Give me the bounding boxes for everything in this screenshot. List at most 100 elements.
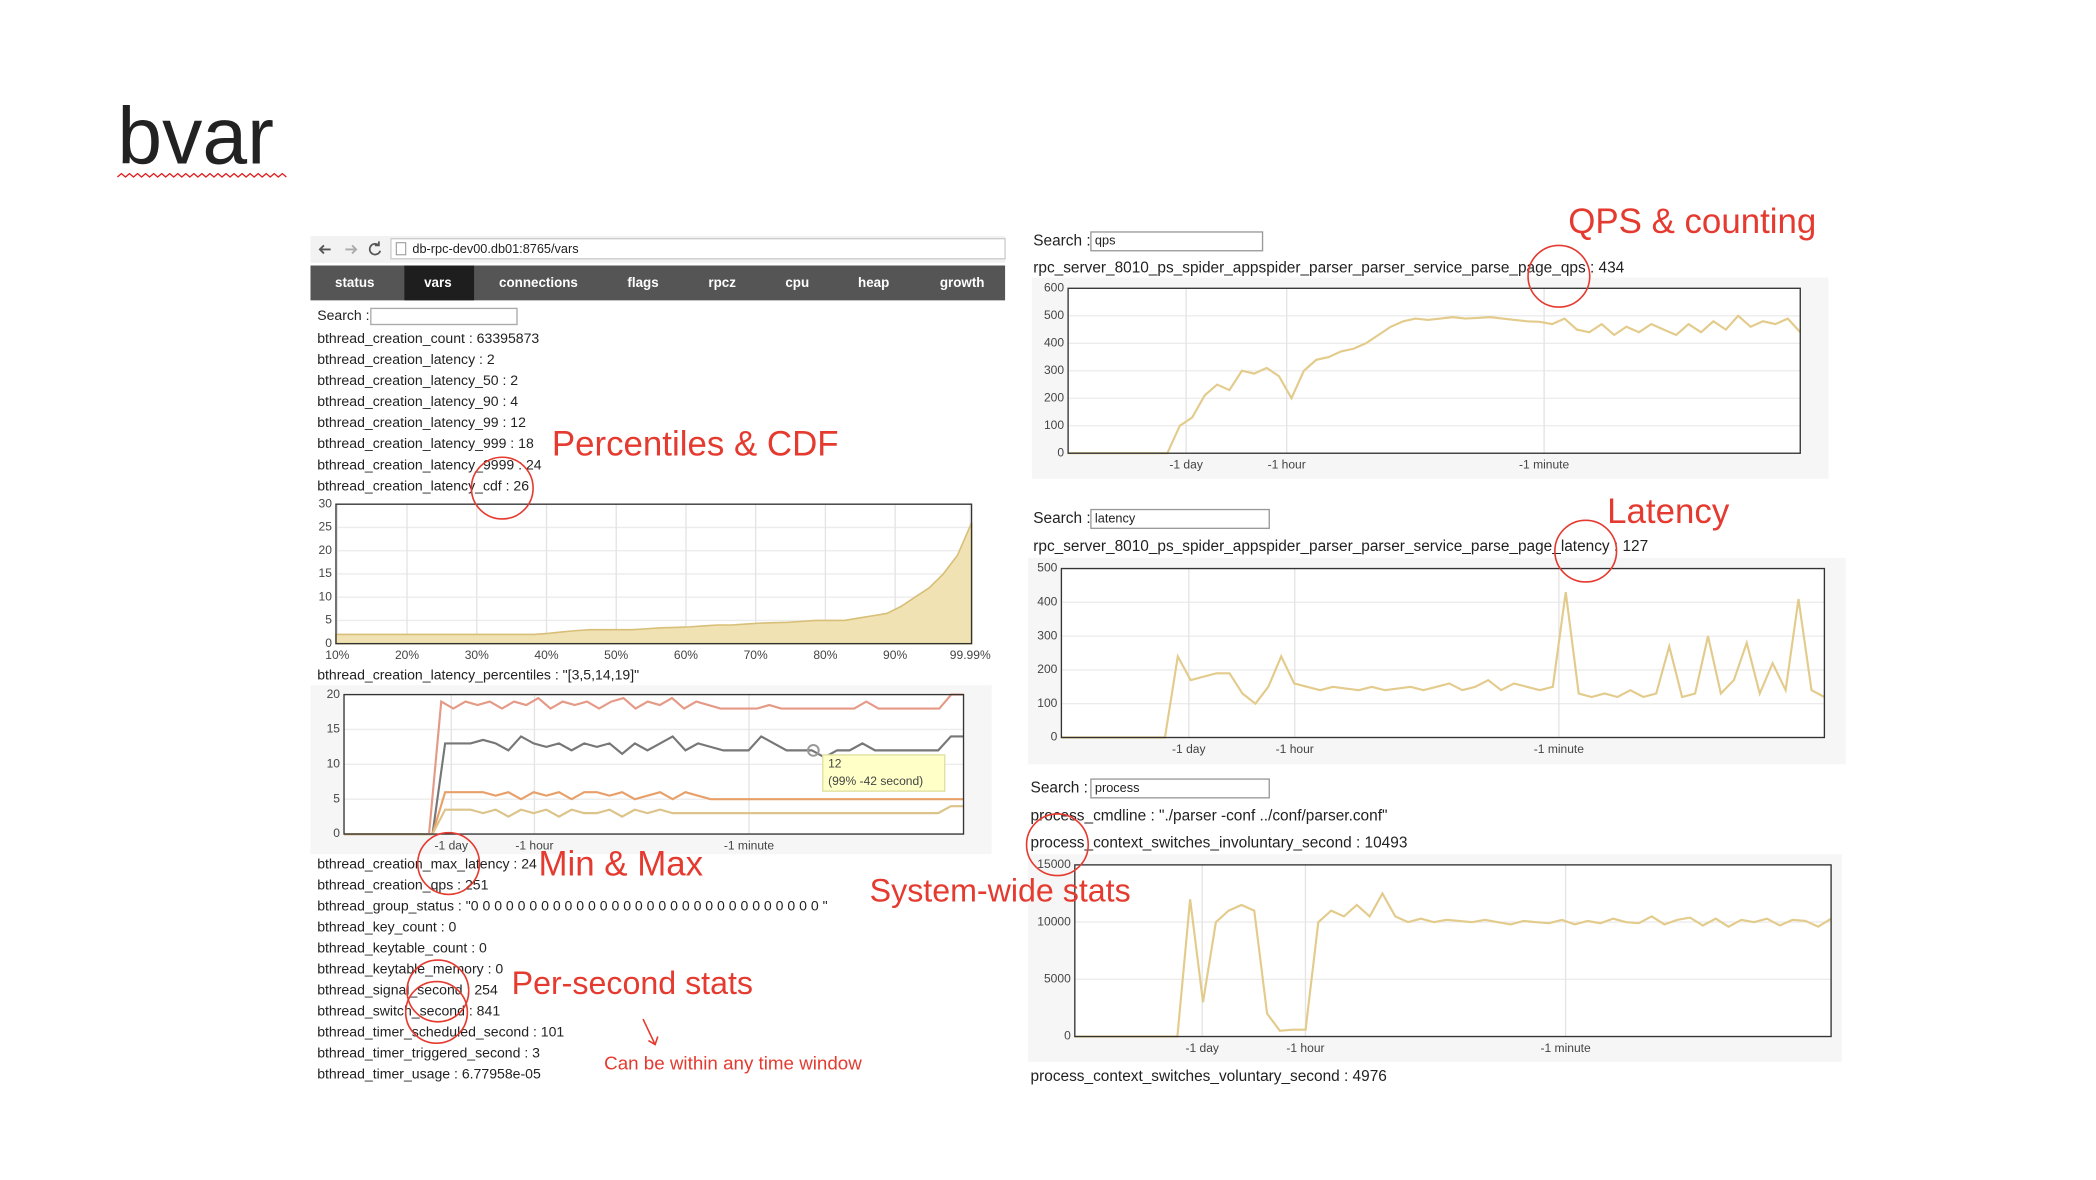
plot-frame: [1060, 567, 1826, 739]
x-tick-label: -1 day: [1172, 742, 1205, 756]
var-line: bthread_creation_latency_cdf : 26: [317, 477, 529, 493]
x-tick-label: 60%: [674, 648, 698, 662]
y-tick-label: 25: [319, 520, 333, 534]
annotation: Per-second stats: [512, 965, 753, 1001]
x-tick-label: -1 hour: [1276, 742, 1314, 756]
line-series: [344, 791, 964, 836]
x-tick-label: 50%: [604, 648, 628, 662]
x-tick-label: 99.99%: [950, 648, 991, 662]
y-tick-label: 15000: [1037, 857, 1071, 871]
search-input[interactable]: [1090, 231, 1264, 252]
highlight-circle: [1025, 813, 1090, 877]
nav-tab[interactable]: growth: [940, 275, 985, 290]
y-tick-label: 0: [325, 636, 332, 650]
y-tick-label: 30: [319, 496, 333, 510]
line-series: [1061, 592, 1825, 739]
x-tick-label: 90%: [883, 648, 907, 662]
plot-area: [1074, 864, 1832, 1037]
annotation: Percentiles & CDF: [552, 425, 839, 464]
annotation: Can be within any time window: [604, 1053, 862, 1074]
search-input[interactable]: [1090, 508, 1270, 529]
y-tick-label: 200: [1044, 390, 1064, 404]
nav-tab[interactable]: connections: [499, 275, 578, 290]
nav-tab[interactable]: vars: [424, 275, 452, 290]
annotation: QPS & counting: [1568, 202, 1816, 241]
tooltip: [822, 754, 946, 792]
y-tick-label: 10: [319, 589, 333, 603]
x-tick-label: 70%: [744, 648, 768, 662]
page-icon: [395, 242, 407, 256]
x-tick-label: -1 minute: [1534, 742, 1585, 756]
spellcheck-underline: [116, 172, 287, 178]
annotation: Min & Max: [538, 844, 703, 883]
x-tick-label: -1 hour: [1286, 1041, 1324, 1055]
x-tick-label: -1 hour: [515, 838, 553, 852]
highlight-circle: [406, 959, 470, 1023]
search-label: Search :: [1031, 780, 1088, 797]
line-series: [344, 693, 964, 836]
arrow: [642, 1018, 659, 1046]
x-tick-label: 10%: [325, 648, 349, 662]
y-tick-label: 0: [1051, 730, 1058, 744]
search-label: Search :: [1033, 510, 1090, 527]
var-line: bthread_keytable_memory : 0: [317, 961, 503, 977]
x-tick-label: 40%: [534, 648, 558, 662]
forward-icon[interactable]: [345, 244, 358, 255]
plot-frame: [1074, 864, 1832, 1038]
tooltip-value: 12: [828, 757, 842, 771]
var-line: bthread_timer_usage : 6.77958e-05: [317, 1065, 541, 1081]
line-series: [344, 735, 964, 836]
nav-tab[interactable]: flags: [627, 275, 658, 290]
y-tick-label: 400: [1044, 335, 1064, 349]
y-tick-label: 200: [1037, 662, 1057, 676]
x-tick-label: 30%: [465, 648, 489, 662]
highlight-circle: [416, 831, 481, 896]
address-bar[interactable]: [390, 238, 1006, 260]
var-line: bthread_switch_second : 841: [317, 1003, 500, 1019]
annotation: Latency: [1607, 492, 1730, 531]
y-tick-label: 0: [1064, 1029, 1071, 1043]
nav-tab[interactable]: heap: [858, 275, 889, 290]
var-line: process_context_switches_involuntary_sec…: [1031, 835, 1408, 852]
search-input[interactable]: [1090, 778, 1270, 799]
y-tick-label: 20: [319, 543, 333, 557]
var-line: bthread_group_status : "0 0 0 0 0 0 0 0 …: [317, 898, 827, 914]
var-line: process_context_switches_voluntary_secon…: [1031, 1068, 1387, 1085]
highlight-circle: [1527, 244, 1591, 308]
y-tick-label: 10: [327, 757, 341, 771]
var-line: rpc_server_8010_ps_spider_appspider_pars…: [1033, 538, 1648, 555]
var-line: bthread_creation_qps : 251: [317, 877, 488, 893]
var-line: bthread_creation_latency_50 : 2: [317, 372, 518, 388]
nav-tab[interactable]: rpcz: [708, 275, 736, 290]
var-line: bthread_keytable_count : 0: [317, 940, 487, 956]
y-tick-label: 100: [1037, 696, 1057, 710]
x-tick-label: -1 minute: [1519, 457, 1570, 471]
back-icon[interactable]: [318, 244, 331, 255]
annotation: System-wide stats: [870, 873, 1131, 909]
y-tick-label: 15: [327, 722, 341, 736]
var-line: bthread_creation_latency_9999 : 24: [317, 456, 542, 472]
y-tick-label: 0: [333, 826, 340, 840]
highlight-circle: [1554, 519, 1618, 583]
highlight-circle: [470, 456, 534, 520]
y-tick-label: 0: [1057, 445, 1064, 459]
y-tick-label: 20: [327, 687, 341, 701]
nav-tab[interactable]: status: [335, 275, 374, 290]
line-series: [1074, 891, 1832, 1038]
var-line: bthread_creation_count : 63395873: [317, 330, 539, 346]
x-tick-label: -1 day: [1169, 457, 1202, 471]
plot-frame: [1067, 287, 1801, 454]
search-input[interactable]: [370, 307, 518, 326]
var-line: bthread_creation_latency_90 : 4: [317, 393, 518, 409]
y-tick-label: 600: [1044, 280, 1064, 294]
x-tick-label: -1 hour: [1268, 457, 1306, 471]
plot-frame: [335, 503, 973, 645]
var-line: bthread_creation_latency_percentiles : "…: [317, 667, 639, 683]
highlight-circle: [404, 980, 469, 1045]
line-series: [1068, 314, 1802, 455]
reload-icon[interactable]: [368, 241, 382, 256]
nav-tab[interactable]: cpu: [785, 275, 809, 290]
var-line: bthread_timer_scheduled_second : 101: [317, 1023, 564, 1039]
area: [335, 522, 973, 645]
search-query: qps: [1095, 233, 1116, 248]
